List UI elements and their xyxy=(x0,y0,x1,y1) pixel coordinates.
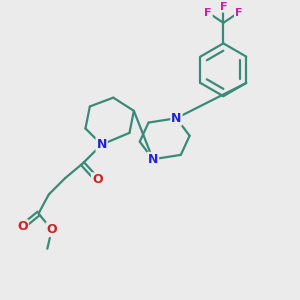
Text: O: O xyxy=(17,220,28,233)
Text: N: N xyxy=(171,112,182,125)
Text: F: F xyxy=(220,2,227,12)
Text: F: F xyxy=(235,8,242,18)
Text: F: F xyxy=(204,8,212,18)
Text: N: N xyxy=(148,153,158,166)
Text: O: O xyxy=(46,223,57,236)
Text: N: N xyxy=(96,138,107,151)
Text: O: O xyxy=(92,173,103,186)
